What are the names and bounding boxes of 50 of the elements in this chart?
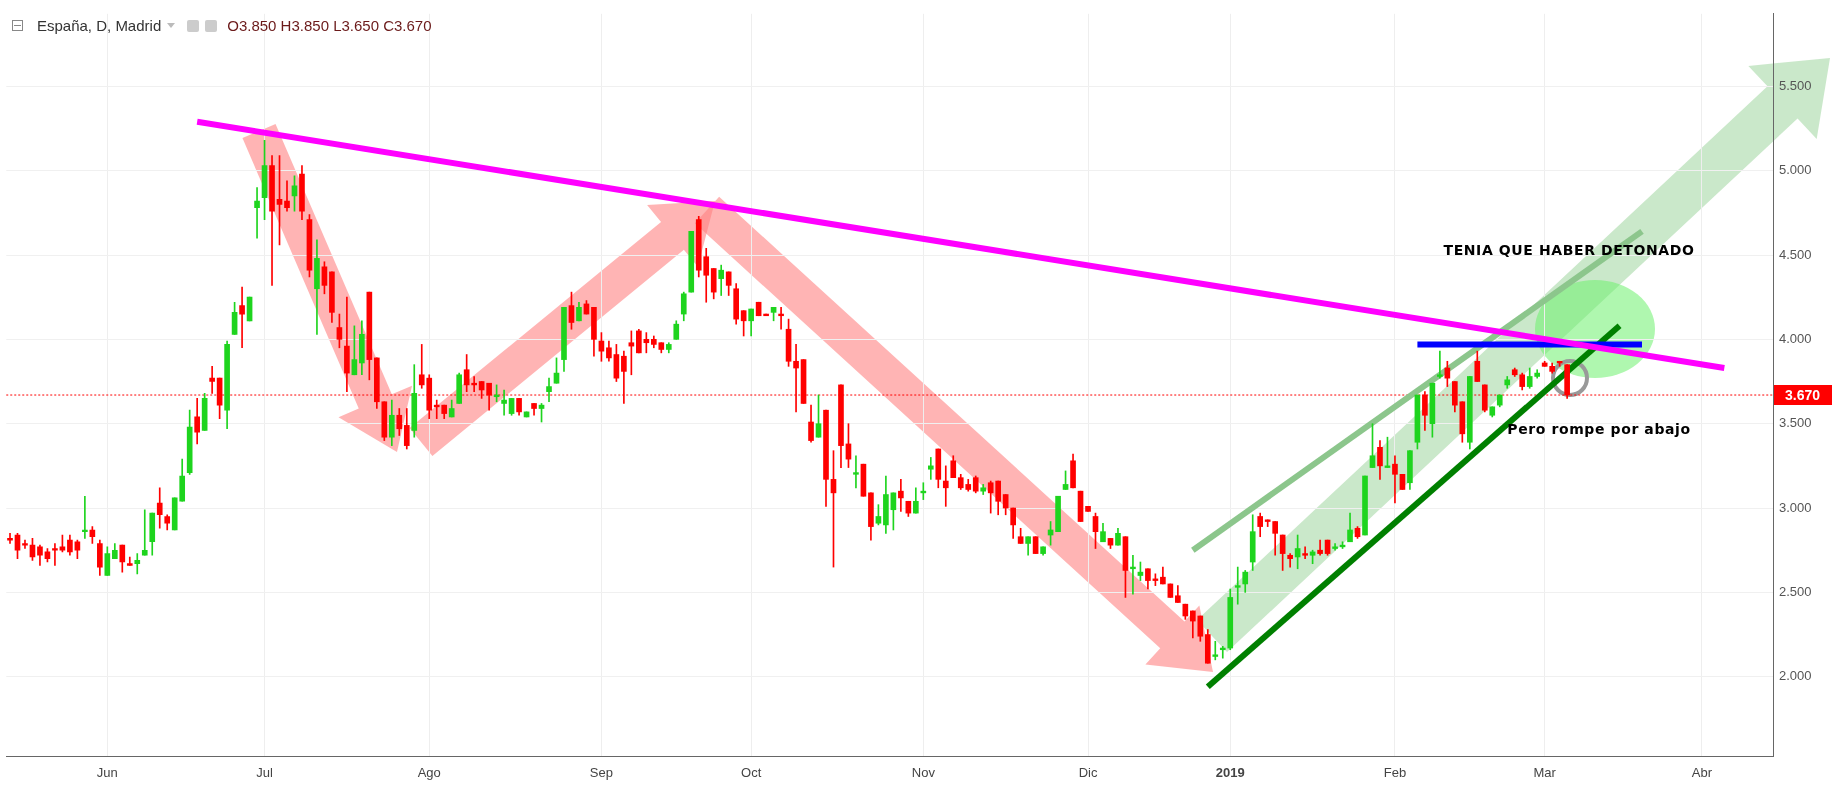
x-tick-label: Mar bbox=[1533, 765, 1557, 781]
x-tick-label: Ago bbox=[417, 765, 441, 781]
y-tick-label: 5.500 bbox=[1779, 77, 1812, 93]
x-tick-label: Oct bbox=[741, 765, 762, 781]
candlestick bbox=[284, 180, 290, 212]
y-tick-label: 2.500 bbox=[1779, 583, 1812, 599]
candlestick bbox=[853, 455, 859, 489]
annotation: Pero rompe por abajo bbox=[1507, 421, 1691, 437]
chart-subtitle: O3.850 H3.850 L3.650 C3.670 bbox=[227, 17, 432, 34]
candlestick bbox=[7, 533, 13, 544]
x-tick-label: Abr bbox=[1691, 765, 1713, 781]
candlestick bbox=[898, 479, 904, 512]
x-tick-label: Sep bbox=[589, 765, 613, 781]
candlestick bbox=[52, 543, 58, 566]
candlestick bbox=[501, 389, 507, 416]
y-tick-label: 5.000 bbox=[1779, 162, 1812, 178]
x-tick-label: Nov bbox=[911, 765, 936, 781]
candlestick bbox=[1130, 554, 1136, 595]
y-tick-label: 2.000 bbox=[1779, 668, 1812, 684]
x-tick-label: Dic bbox=[1078, 765, 1098, 781]
candlestick bbox=[1212, 640, 1219, 661]
x-tick-label: Jun bbox=[96, 765, 118, 781]
candlestick bbox=[471, 376, 477, 392]
candlestick bbox=[1437, 350, 1443, 379]
ref-line-label: 3.670 bbox=[1784, 386, 1821, 403]
x-tick-label: 2019 bbox=[1215, 765, 1245, 781]
candlestick bbox=[22, 539, 28, 549]
candlestick bbox=[1234, 566, 1241, 605]
candlestick bbox=[1219, 646, 1226, 659]
annotation: TENIA QUE HABER DETONADO bbox=[1443, 242, 1695, 258]
candlestick bbox=[254, 187, 260, 239]
candlestick bbox=[134, 553, 141, 575]
y-tick-label: 3.000 bbox=[1779, 499, 1812, 515]
chart-title: España, D, Madrid bbox=[37, 17, 162, 34]
candlestick bbox=[239, 286, 245, 349]
x-tick-label: Feb bbox=[1383, 765, 1407, 781]
candlestick bbox=[942, 465, 949, 507]
candlestick bbox=[141, 509, 148, 556]
candlestick bbox=[82, 495, 88, 539]
candlestick bbox=[927, 457, 934, 480]
y-tick-label: 4.000 bbox=[1779, 330, 1812, 346]
candlestick bbox=[920, 482, 927, 500]
candlestick bbox=[546, 377, 552, 403]
candlestick bbox=[778, 306, 784, 330]
candlestick bbox=[1332, 543, 1338, 551]
candlestick bbox=[1392, 455, 1398, 504]
y-tick-label: 3.500 bbox=[1779, 415, 1812, 431]
x-tick-label: Jul bbox=[256, 765, 273, 781]
y-tick-label: 4.500 bbox=[1779, 246, 1812, 262]
candlestick bbox=[1317, 539, 1323, 556]
